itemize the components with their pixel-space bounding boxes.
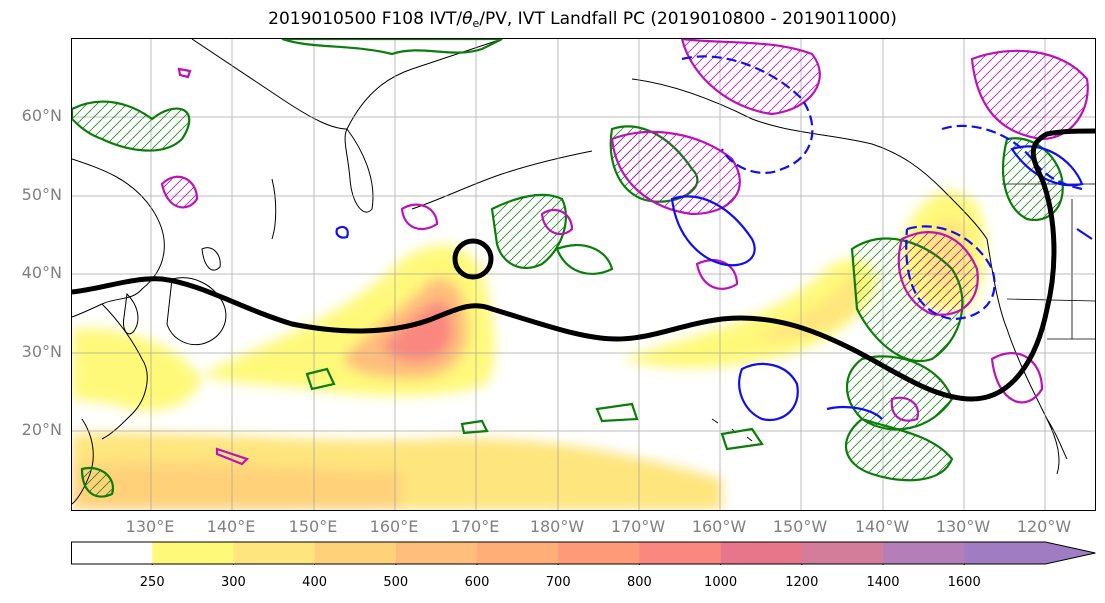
- pv-contour-nw: [160, 175, 199, 209]
- colorbar-tick-label: 1400: [866, 575, 900, 590]
- lon-label-140e: 140°E: [206, 517, 256, 536]
- lon-label-120w: 120°W: [1016, 517, 1072, 536]
- japan: [166, 277, 227, 346]
- green-contour-south: [844, 417, 954, 482]
- west-us-coast: [986, 238, 1068, 460]
- ivt-plume-east: [622, 259, 877, 369]
- colorbar-outline: [71, 541, 1096, 565]
- sakhalin: [271, 178, 277, 240]
- green-contour-se: [846, 355, 954, 431]
- colorbar-tick-label: 700: [545, 575, 571, 590]
- lon-label-130w: 130°W: [935, 517, 991, 536]
- colorbar-segment: [720, 542, 803, 564]
- blue-contour-se: [738, 362, 799, 422]
- lat-label-30n: 30°N: [21, 342, 62, 361]
- colorbar-tick-label: 400: [302, 575, 328, 590]
- blue-contour-mid: [670, 195, 756, 267]
- colorbar-segment: [639, 542, 722, 564]
- pv-contour-mid: [400, 203, 439, 231]
- colorbar-segment: [558, 542, 640, 564]
- landfall-pc-line: [72, 128, 1095, 402]
- lon-label-150w: 150°W: [772, 517, 828, 536]
- green-contour-nw: [72, 100, 191, 152]
- lat-label-20n: 20°N: [21, 420, 62, 439]
- lon-label-150e: 150°E: [288, 517, 338, 536]
- asia-coast: [72, 158, 165, 318]
- map-panel[interactable]: [71, 38, 1096, 511]
- kamchatka: [344, 128, 374, 213]
- colorbar-segment: [477, 542, 559, 564]
- lon-label-160e: 160°E: [369, 517, 419, 536]
- colorbar-tick-label: 1000: [704, 575, 738, 590]
- lat-label-60n: 60°N: [21, 106, 62, 125]
- lon-label-140w: 140°W: [854, 517, 910, 536]
- lon-label-170e: 170°E: [450, 517, 500, 536]
- colorbar-segment: [314, 542, 397, 564]
- colorbar-segment: [395, 542, 478, 564]
- blue-contour-north: [681, 55, 814, 174]
- colorbar-tick-label: 600: [464, 575, 490, 590]
- siberia-coast: [191, 39, 503, 130]
- aleutians: [411, 150, 593, 210]
- lon-label-180w: 180°W: [529, 517, 585, 536]
- colorbar-tick-label: 1200: [785, 575, 819, 590]
- colorbar-segment: [883, 542, 965, 564]
- landfall-pc-loop: [452, 238, 494, 280]
- colorbar-tick-label: 500: [383, 575, 409, 590]
- colorbar: [71, 541, 1096, 565]
- pv-contour-north: [680, 39, 821, 116]
- blue-contour-ne: [941, 124, 1083, 191]
- colorbar-tick-label: 250: [139, 575, 165, 590]
- green-contour-north: [281, 39, 503, 56]
- blue-contours: [335, 55, 1093, 422]
- colorbar-tick-label: 300: [220, 575, 246, 590]
- blue-contour-coast: [905, 225, 996, 321]
- pv-contour-east: [897, 231, 979, 316]
- lon-label-160w: 160°W: [691, 517, 747, 536]
- pv-contour-farne: [970, 49, 1089, 141]
- lat-label-40n: 40°N: [21, 263, 62, 282]
- colorbar-tick-label: 1600: [947, 575, 981, 590]
- green-contour-mid: [490, 193, 567, 269]
- colorbar-segment: [152, 542, 234, 564]
- colorbar-tick-label: 800: [626, 575, 652, 590]
- colorbar-segment: [964, 542, 1096, 564]
- korea: [123, 292, 139, 335]
- lon-label-170w: 170°W: [610, 517, 666, 536]
- baja: [1046, 418, 1060, 475]
- colorbar-segment: [71, 542, 153, 564]
- colorbar-segment: [801, 542, 884, 564]
- map-title: 2019010500 F108 IVT/θe/PV, IVT Landfall …: [268, 9, 897, 30]
- lat-label-50n: 50°N: [21, 185, 62, 204]
- map-canvas: [72, 39, 1095, 510]
- colorbar-segment: [233, 542, 316, 564]
- lon-label-130e: 130°E: [125, 517, 175, 536]
- alaska-coast: [631, 78, 988, 240]
- pv-contour-ne: [610, 130, 741, 216]
